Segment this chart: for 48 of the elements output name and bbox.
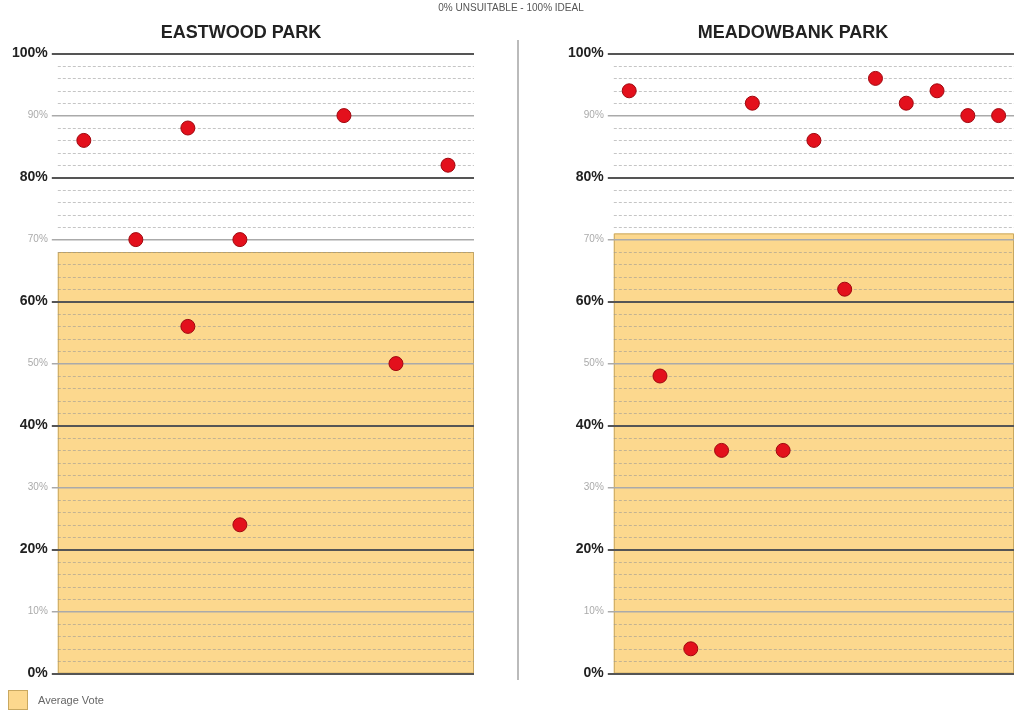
y-tick-label: 0% [27, 664, 49, 681]
y-tick-label: 90% [27, 109, 48, 121]
point [232, 232, 248, 248]
point [652, 368, 668, 384]
point [744, 95, 760, 111]
point [336, 108, 352, 124]
chart-title: EASTWOOD PARK [160, 21, 322, 42]
y-tick-label: 0% [583, 664, 605, 681]
y-tick-label: 60% [575, 292, 605, 309]
y-tick-label: 30% [583, 481, 604, 493]
y-tick-label: 50% [27, 357, 48, 369]
point [775, 442, 791, 458]
band-label: Average Vote [38, 694, 104, 706]
point [180, 120, 196, 136]
point [76, 132, 92, 148]
y-tick-label: 50% [583, 357, 604, 369]
point [683, 641, 699, 657]
point [960, 108, 976, 124]
point [232, 517, 248, 533]
chart-title: MEADOWBANK PARK [697, 21, 889, 42]
point [440, 157, 456, 173]
y-tick-label: 10% [27, 605, 48, 617]
point [929, 83, 945, 99]
point [837, 281, 853, 297]
y-tick-label: 20% [575, 540, 605, 557]
point [867, 70, 883, 86]
y-tick-label: 100% [567, 44, 605, 61]
point [388, 356, 404, 372]
point [128, 232, 144, 248]
y-tick-label: 70% [27, 233, 48, 245]
point [991, 108, 1007, 124]
y-tick-label: 70% [583, 233, 604, 245]
point [621, 83, 637, 99]
y-tick-label: 80% [575, 168, 605, 185]
y-tick-label: 30% [27, 481, 48, 493]
point [898, 95, 914, 111]
point [806, 132, 822, 148]
y-tick-label: 60% [19, 292, 49, 309]
y-tick-label: 100% [11, 44, 49, 61]
y-tick-label: 80% [19, 168, 49, 185]
point [714, 442, 730, 458]
y-tick-label: 90% [583, 109, 604, 121]
text: 0% UNSUITABLE - 100% IDEAL [438, 2, 584, 13]
y-tick-label: 10% [583, 605, 604, 617]
point [180, 318, 196, 334]
y-tick-label: 20% [19, 540, 49, 557]
y-tick-label: 40% [19, 416, 49, 433]
y-tick-label: 40% [575, 416, 605, 433]
